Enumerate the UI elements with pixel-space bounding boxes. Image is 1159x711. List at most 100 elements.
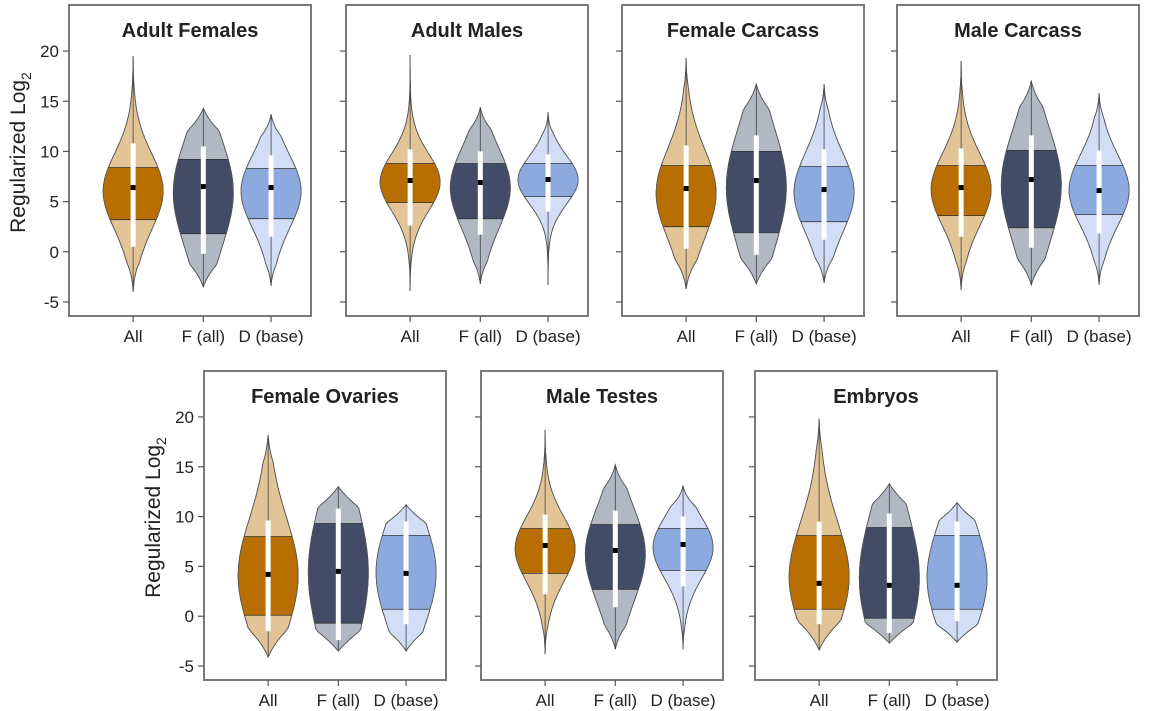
x-tick-label: D (base)	[791, 327, 856, 346]
violin-d-base-	[926, 501, 988, 643]
panel-title: Male Testes	[546, 386, 658, 408]
violin-outline	[379, 55, 441, 291]
whisker-box	[268, 155, 274, 237]
violin-outline	[514, 429, 576, 655]
violin-f-all-	[449, 107, 511, 284]
panel-title: Adult Males	[411, 20, 523, 42]
y-axis-title-subscript: 2	[18, 72, 34, 80]
y-tick-label: 5	[185, 557, 194, 576]
x-tick-label: F (all)	[459, 327, 502, 346]
x-tick-label: F (all)	[594, 691, 637, 710]
x-tick-label: D (base)	[650, 691, 715, 710]
median-marker	[335, 568, 341, 574]
violin-f-all-	[725, 82, 787, 285]
median-marker	[265, 571, 271, 577]
y-tick-label: -5	[44, 293, 59, 312]
panel-5: Female Ovaries -5 0 5 10 15 20 Regularized Log2…	[142, 370, 447, 710]
whisker-box	[1028, 135, 1034, 248]
x-tick-label: All	[677, 327, 696, 346]
whisker-box	[130, 143, 136, 247]
whisker-box	[954, 521, 960, 622]
y-axis-title-subscript: 2	[153, 437, 169, 445]
x-tick-label: All	[952, 327, 971, 346]
x-tick-label: D (base)	[238, 327, 303, 346]
violin-outline	[375, 503, 437, 652]
median-marker	[542, 542, 548, 548]
median-marker	[753, 178, 759, 184]
median-marker	[886, 582, 892, 588]
x-tick-label: All	[401, 327, 420, 346]
violin-d-base-	[652, 485, 714, 650]
median-marker	[130, 185, 136, 191]
x-tick-label: D (base)	[1066, 327, 1131, 346]
violin-f-all-	[1000, 79, 1062, 287]
violin-all	[514, 429, 576, 655]
violin-outline	[926, 501, 988, 643]
violin-f-all-	[307, 486, 369, 652]
y-tick-label: 0	[185, 607, 194, 626]
whisker-box	[200, 146, 206, 254]
median-marker	[200, 184, 206, 190]
median-marker	[403, 570, 409, 576]
median-marker	[477, 180, 483, 186]
violin-d-base-	[793, 84, 855, 283]
y-tick-label: 20	[175, 408, 194, 427]
x-tick-label: All	[259, 691, 278, 710]
median-marker	[545, 177, 551, 183]
violin-outline	[930, 61, 992, 290]
whisker-box	[612, 510, 618, 608]
x-tick-label: F (all)	[182, 327, 225, 346]
violin-d-base-	[1068, 93, 1130, 285]
y-axis-title-text: Regularized Log	[142, 445, 165, 598]
x-tick-label: D (base)	[515, 327, 580, 346]
y-tick-label: 15	[40, 92, 59, 111]
violin-f-all-	[172, 107, 234, 289]
whisker-box	[816, 521, 822, 625]
median-marker	[821, 187, 827, 193]
median-marker	[680, 541, 686, 547]
panel-title: Male Carcass	[954, 20, 1082, 42]
median-marker	[1028, 177, 1034, 183]
whisker-box	[545, 154, 551, 212]
x-tick-label: F (all)	[1010, 327, 1053, 346]
x-tick-label: F (all)	[868, 691, 911, 710]
violin-outline	[1068, 93, 1130, 285]
whisker-box	[542, 514, 548, 595]
violin-all	[930, 61, 992, 290]
x-tick-label: All	[536, 691, 555, 710]
violin-all	[788, 418, 850, 652]
panel-title: Adult Females	[122, 20, 259, 42]
x-tick-label: F (all)	[735, 327, 778, 346]
y-axis-title-text: Regularized Log	[7, 80, 30, 233]
whisker-box	[407, 149, 413, 226]
y-axis-title: Regularized Log2	[7, 72, 34, 233]
y-tick-label: 15	[175, 458, 194, 477]
panel-3: Female Carcass All F (all) D (base)	[616, 4, 865, 346]
x-tick-label: D (base)	[373, 691, 438, 710]
median-marker	[407, 178, 413, 184]
panel-1: Adult Females -5 0 5 10 15 20 Regularized Log2 A…	[7, 4, 312, 346]
x-tick-label: All	[124, 327, 143, 346]
violin-d-base-	[240, 114, 302, 286]
whisker-box	[683, 145, 689, 249]
median-marker	[612, 547, 618, 553]
y-tick-label: 10	[40, 142, 59, 161]
y-tick-label: 5	[50, 193, 59, 212]
median-marker	[954, 582, 960, 588]
panel-title: Female Carcass	[667, 20, 819, 42]
panel-title: Female Ovaries	[251, 386, 399, 408]
x-tick-label: All	[810, 691, 829, 710]
panel-6: Male Testes All F (all) D (base)	[475, 370, 724, 710]
median-marker	[268, 185, 274, 191]
panel-4: Male Carcass All F (all) D (base)	[891, 4, 1140, 346]
violin-f-all-	[858, 482, 920, 644]
whisker-box	[821, 149, 827, 240]
whisker-box	[886, 513, 892, 634]
y-axis-title: Regularized Log2	[142, 437, 169, 598]
y-tick-label: 0	[50, 243, 59, 262]
panel-title: Embryos	[833, 386, 919, 408]
whisker-box	[680, 516, 686, 587]
violin-all	[655, 58, 717, 289]
panel-7: Embryos All F (all) D (base)	[749, 370, 998, 710]
